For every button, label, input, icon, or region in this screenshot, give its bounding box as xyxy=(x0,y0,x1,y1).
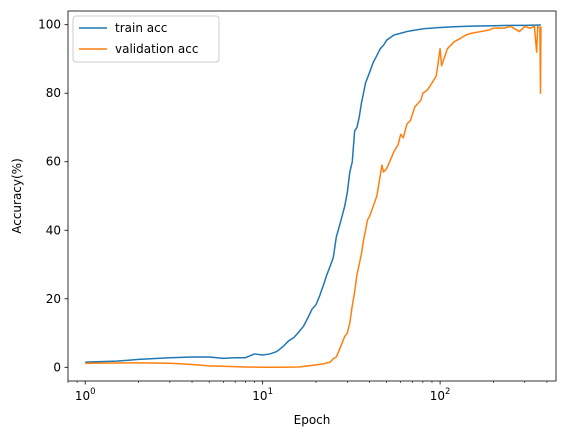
x-tick-label-1: 101 xyxy=(252,387,273,403)
series-layer xyxy=(85,24,542,369)
legend: train acc validation acc xyxy=(72,15,220,63)
y-tick-label-1: 20 xyxy=(46,292,61,306)
x-ticks: 100 101 102 xyxy=(67,381,548,403)
y-axis-label: Accuracy(%) xyxy=(10,158,24,234)
y-ticks: 0 20 40 60 80 100 xyxy=(38,18,68,374)
legend-label-validation: validation acc xyxy=(115,42,198,56)
y-tick-label-4: 80 xyxy=(46,86,61,100)
x-tick-label-0: 100 xyxy=(75,387,96,403)
series-line-train-acc xyxy=(85,24,541,363)
y-tick-label-3: 60 xyxy=(46,155,61,169)
y-tick-label-5: 100 xyxy=(38,18,61,32)
legend-box xyxy=(72,15,220,63)
legend-label-train: train acc xyxy=(115,21,167,35)
y-tick-label-2: 40 xyxy=(46,223,61,237)
plot-frame xyxy=(67,10,557,382)
y-tick-label-0: 0 xyxy=(53,360,61,374)
series-line-validation-acc xyxy=(85,25,542,369)
x-axis-label: Epoch xyxy=(294,413,331,427)
x-tick-label-2: 102 xyxy=(430,387,451,403)
